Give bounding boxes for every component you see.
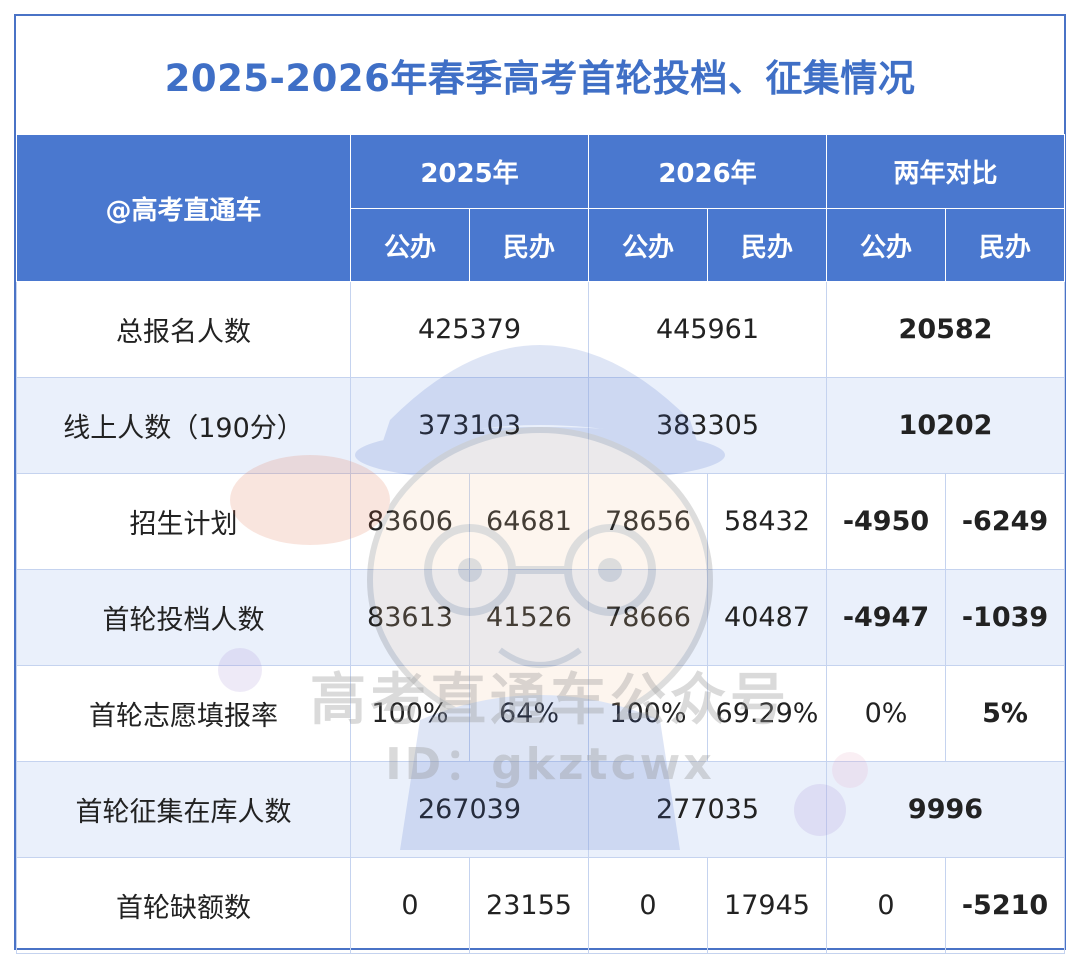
page-title: 2025-2026年春季高考首轮投档、征集情况 [164, 57, 916, 100]
cell-2025: 425379 [350, 281, 589, 378]
cell-diff-public: -4947 [826, 569, 946, 666]
cell-2025-public: 0 [350, 857, 470, 954]
table-frame: 2025-2026年春季高考首轮投档、征集情况 @高考直通车 2025年 202… [14, 14, 1066, 954]
cell-diff-public: 0% [826, 665, 946, 762]
header-sub-private: 民办 [944, 208, 1066, 282]
header-year-2026: 2026年 [588, 134, 827, 209]
cell-2026-private: 17945 [707, 857, 827, 954]
header-sub-public: 公办 [350, 208, 470, 282]
row-label: 首轮缺额数 [16, 857, 351, 954]
cell-2025-public: 100% [350, 665, 470, 762]
cell-2026-public: 0 [588, 857, 708, 954]
row-label: 首轮征集在库人数 [16, 761, 351, 858]
cell-diff-public: 0 [826, 857, 946, 954]
cell-2025-public: 83613 [350, 569, 470, 666]
cell-diff-private: -5210 [944, 857, 1066, 954]
cell-2025-private: 41526 [469, 569, 589, 666]
cell-diff-private: -1039 [944, 569, 1066, 666]
header-year-2025: 2025年 [350, 134, 589, 209]
cell-diff-public: -4950 [826, 473, 946, 570]
cell-2026: 383305 [588, 377, 827, 474]
cell-diff: 10202 [825, 377, 1066, 474]
header-sub-private: 民办 [469, 208, 589, 282]
header-row-years: @高考直通车 2025年 2026年 两年对比 [16, 134, 1066, 282]
cell-2026-private: 69.29% [707, 665, 827, 762]
row-label: 线上人数（190分） [16, 377, 351, 474]
row-label: 首轮投档人数 [16, 569, 351, 666]
row-label: 首轮志愿填报率 [16, 665, 351, 762]
data-table: @高考直通车 2025年 2026年 两年对比 公办 民办 公办 民办 公办 民… [16, 134, 1066, 954]
table-row: 首轮投档人数 83613 41526 78666 40487 -4947 -10… [16, 569, 1066, 666]
cell-2025-public: 83606 [350, 473, 470, 570]
cell-2026: 445961 [588, 281, 827, 378]
row-label: 招生计划 [16, 473, 351, 570]
cell-diff-private: 5% [944, 665, 1066, 762]
header-row-types: 公办 民办 公办 民办 公办 民办 [17, 208, 1066, 282]
cell-2026-private: 58432 [707, 473, 827, 570]
header-sub-private: 民办 [707, 208, 827, 282]
table-row: 招生计划 83606 64681 78656 58432 -4950 -6249 [16, 473, 1066, 570]
cell-2026-public: 78656 [588, 473, 708, 570]
cell-2026-public: 78666 [588, 569, 708, 666]
cell-2025-private: 64681 [469, 473, 589, 570]
header-sub-public: 公办 [826, 208, 946, 282]
table-row: 首轮缺额数 0 23155 0 17945 0 -5210 [16, 857, 1066, 954]
cell-diff: 20582 [825, 281, 1066, 378]
table-row: 线上人数（190分） 373103 383305 10202 [16, 377, 1066, 474]
cell-2025: 373103 [350, 377, 589, 474]
table-row: 首轮征集在库人数 267039 277035 9996 [16, 761, 1066, 858]
cell-2025-private: 23155 [469, 857, 589, 954]
header-corner: @高考直通车 [16, 134, 351, 282]
cell-2026: 277035 [588, 761, 827, 858]
cell-2025: 267039 [350, 761, 589, 858]
header-sub-public: 公办 [588, 208, 708, 282]
row-label: 总报名人数 [16, 281, 351, 378]
table-row: 总报名人数 425379 445961 20582 [16, 281, 1066, 378]
table-row: 首轮志愿填报率 100% 64% 100% 69.29% 0% 5% [16, 665, 1066, 762]
cell-diff: 9996 [825, 761, 1066, 858]
cell-2026-public: 100% [588, 665, 708, 762]
header-compare: 两年对比 [825, 134, 1066, 209]
cell-2025-private: 64% [469, 665, 589, 762]
cell-diff-private: -6249 [944, 473, 1066, 570]
cell-2026-private: 40487 [707, 569, 827, 666]
